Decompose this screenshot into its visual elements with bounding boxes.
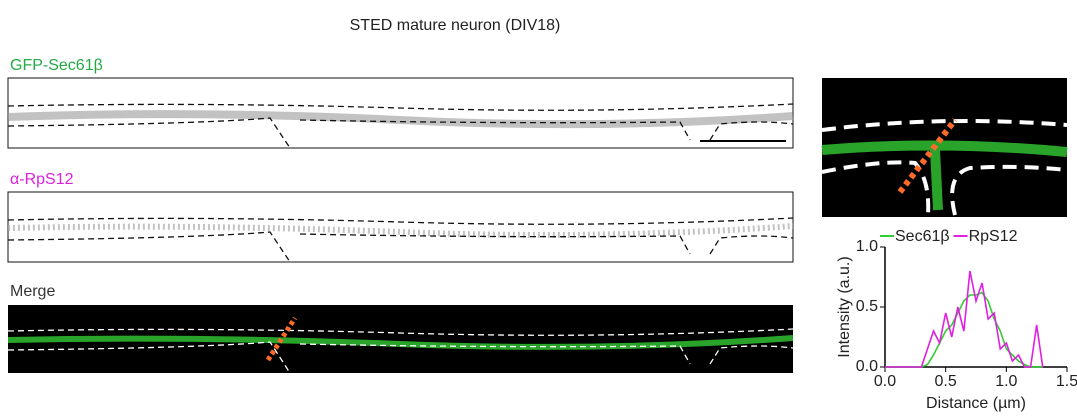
image-panel — [821, 78, 1068, 217]
legend-label: Sec61β — [895, 228, 950, 245]
y-tick-label: 0.0 — [856, 358, 878, 375]
panel-label: α-RpS12 — [10, 171, 74, 188]
y-tick-label: 0.5 — [856, 298, 878, 315]
x-tick-label: 1.5 — [1056, 373, 1077, 390]
image-panel — [7, 191, 794, 263]
image-panel — [7, 305, 794, 374]
y-tick-label: 1.0 — [856, 238, 878, 255]
y-axis-label: Intensity (a.u.) — [836, 256, 853, 357]
data-line — [885, 270, 1044, 368]
image-panel — [7, 77, 794, 149]
figure-title: STED mature neuron (DIV18) — [350, 17, 561, 34]
panel-label: GFP-Sec61β — [10, 57, 103, 74]
panel-label: Merge — [10, 283, 55, 300]
x-tick-label: 0.5 — [935, 373, 957, 390]
x-tick-label: 1.0 — [995, 373, 1017, 390]
x-tick-label: 0.0 — [874, 373, 896, 390]
legend-label: RpS12 — [969, 228, 1018, 245]
x-axis-label: Distance (µm) — [926, 395, 1026, 412]
